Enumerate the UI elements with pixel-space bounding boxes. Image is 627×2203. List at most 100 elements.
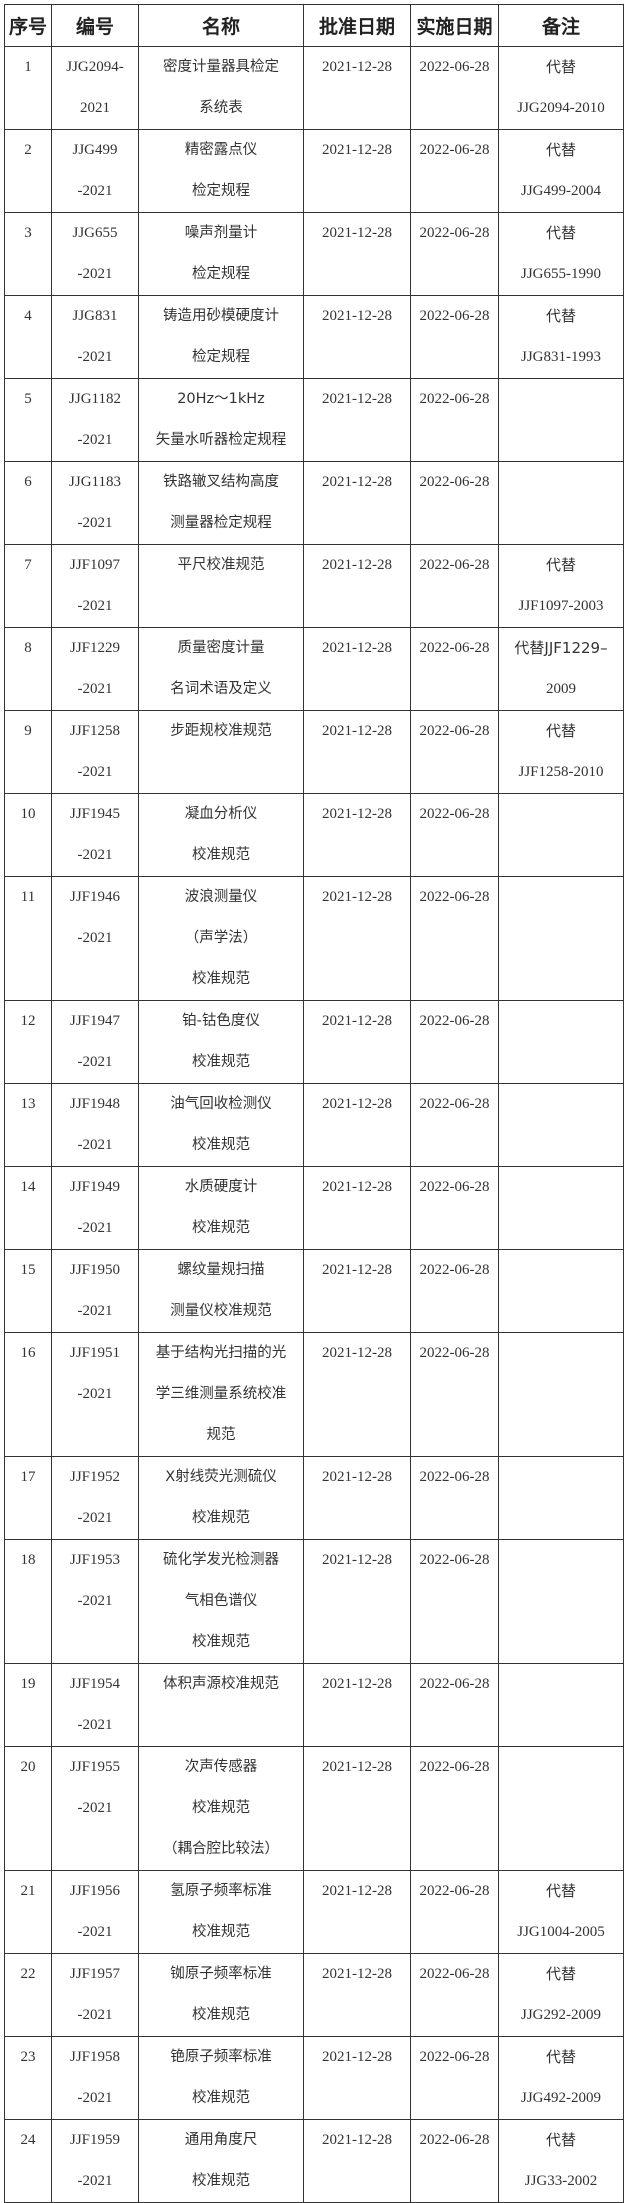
header-code: 编号 — [51, 4, 139, 47]
remarks-cell — [498, 1539, 624, 1664]
remarks-cell: 代替 JJG499-2004 — [498, 129, 624, 213]
code-cell: JJF1954 -2021 — [51, 1663, 139, 1747]
remarks-cell-line: 代替 — [545, 141, 576, 159]
code-cell: JJG655 -2021 — [51, 212, 139, 296]
name-cell-line: 测量仪校准规范 — [170, 1303, 272, 1319]
approve-date-cell-text: 2021-12-28 — [322, 474, 392, 490]
code-cell-line: JJF1949 — [69, 1179, 121, 1195]
remarks-cell: 代替JJF1229– 2009 — [498, 627, 624, 711]
code-cell-line: -2021 — [77, 515, 113, 531]
table-row: 21 JJF1956 -2021 氢原子频率标准 校准规范 2021-12-28 2022-… — [4, 1870, 624, 1954]
seq-cell-text: 10 — [20, 806, 36, 822]
name-cell-line: 检定规程 — [192, 349, 250, 365]
approve-date-cell: 2021-12-28 — [303, 2036, 411, 2120]
name-cell-line: 校准规范 — [192, 2173, 250, 2189]
seq-cell-text: 1 — [24, 59, 32, 75]
code-cell-line: JJF1945 — [69, 806, 121, 822]
approve-date-cell-text: 2021-12-28 — [322, 1469, 392, 1485]
name-cell-line: 校准规范 — [192, 971, 250, 987]
name-cell-line: 波浪测量仪 — [184, 889, 258, 905]
code-cell: JJF1952 -2021 — [51, 1456, 139, 1540]
remarks-cell — [498, 1332, 624, 1457]
code-cell-line: -2021 — [77, 1510, 113, 1526]
seq-cell-text: 21 — [20, 1883, 36, 1899]
remarks-cell: 代替 JJG831-1993 — [498, 295, 624, 379]
effective-date-cell-text: 2022-06-28 — [419, 59, 490, 75]
code-cell: JJG2094- 2021 — [51, 46, 139, 130]
remarks-cell-line: JJG292-2009 — [520, 2007, 601, 2023]
code-cell-line: -2021 — [77, 1593, 113, 1609]
code-cell-line: -2021 — [77, 598, 113, 614]
name-cell-line: 检定规程 — [192, 266, 250, 282]
effective-date-cell-text: 2022-06-28 — [419, 1552, 490, 1568]
effective-date-cell-text: 2022-06-28 — [419, 1469, 490, 1485]
effective-date-cell-text: 2022-06-28 — [419, 225, 490, 241]
seq-cell: 11 — [4, 876, 52, 1001]
table-row: 3 JJG655 -2021 噪声剂量计 检定规程 2021-12-28 2022-06-2… — [4, 212, 624, 296]
approve-date-cell-text: 2021-12-28 — [322, 1676, 392, 1692]
table-row: 9 JJF1258 -2021 步距规校准规范 2021-12-28 2022-06-28… — [4, 710, 624, 794]
name-cell-line: 水质硬度计 — [184, 1179, 258, 1195]
table-row: 1 JJG2094- 2021 密度计量器具检定 系统表 2021-12-28 2022-0… — [4, 46, 624, 130]
standards-table: 序号 编号 名称 批准日期 实施日期 备注 1 JJG2094- 2021 密度计量器具检定 系统… — [4, 4, 624, 2203]
table-row: 14 JJF1949 -2021 水质硬度计 校准规范 2021-12-28 2022-06… — [4, 1166, 624, 1250]
effective-date-cell: 2022-06-28 — [410, 1083, 499, 1167]
approve-date-cell-text: 2021-12-28 — [322, 225, 392, 241]
name-cell-line: 步距规校准规范 — [170, 723, 272, 739]
name-cell-line: 精密露点仪 — [184, 142, 258, 158]
code-cell-line: -2021 — [77, 1800, 113, 1816]
effective-date-cell: 2022-06-28 — [410, 1249, 499, 1333]
approve-date-cell: 2021-12-28 — [303, 544, 411, 628]
approve-date-cell-text: 2021-12-28 — [322, 723, 392, 739]
seq-cell: 14 — [4, 1166, 52, 1250]
header-remarks: 备注 — [498, 4, 624, 47]
remarks-cell — [498, 378, 624, 462]
name-cell-line: 校准规范 — [192, 1054, 250, 1070]
code-cell-line: -2021 — [77, 847, 113, 863]
seq-cell: 24 — [4, 2119, 52, 2203]
code-cell-line: JJF1950 — [69, 1262, 121, 1278]
code-cell-line: JJG499 — [72, 142, 118, 158]
effective-date-cell: 2022-06-28 — [410, 1456, 499, 1540]
table-row: 6 JJG1183 -2021 铁路辙叉结构高度 测量器检定规程 2021-12-28 20… — [4, 461, 624, 545]
code-cell-line: -2021 — [77, 432, 113, 448]
name-cell-line: 校准规范 — [192, 1924, 250, 1940]
table-row: 13 JJF1948 -2021 油气回收检测仪 校准规范 2021-12-28 2022-… — [4, 1083, 624, 1167]
code-cell-line: JJG1182 — [69, 391, 121, 407]
seq-cell: 1 — [4, 46, 52, 130]
approve-date-cell-text: 2021-12-28 — [322, 1966, 392, 1982]
name-cell-line: 矢量水听器检定规程 — [155, 432, 287, 448]
code-cell-line: JJF1947 — [69, 1013, 121, 1029]
name-cell: 水质硬度计 校准规范 — [138, 1166, 304, 1250]
code-cell-line: JJF1097 — [69, 557, 121, 573]
effective-date-cell: 2022-06-28 — [410, 1746, 499, 1871]
code-cell: JJF1950 -2021 — [51, 1249, 139, 1333]
name-cell: 铯原子频率标准 校准规范 — [138, 2036, 304, 2120]
remarks-cell — [498, 1663, 624, 1747]
remarks-cell: 代替 JJG292-2009 — [498, 1953, 624, 2037]
name-cell-line: 密度计量器具检定 — [163, 59, 279, 75]
seq-cell-text: 5 — [24, 391, 32, 407]
remarks-cell-line: 代替JJF1229– — [514, 639, 608, 657]
remarks-cell-line: 代替 — [545, 2131, 576, 2149]
code-cell: JJF1949 -2021 — [51, 1166, 139, 1250]
approve-date-cell: 2021-12-28 — [303, 710, 411, 794]
table-row: 2 JJG499 -2021 精密露点仪 检定规程 2021-12-28 2022-06-2… — [4, 129, 624, 213]
name-cell: 螺纹量规扫描 测量仪校准规范 — [138, 1249, 304, 1333]
name-cell-line: 铁路辙叉结构高度 — [163, 474, 279, 490]
code-cell-line: -2021 — [77, 930, 113, 946]
table-row: 16 JJF1951 -2021 基于结构光扫描的光 学三维测量系统校准 规范 2021-1… — [4, 1332, 624, 1457]
name-cell-line: 规范 — [206, 1427, 236, 1443]
name-cell-line: 校准规范 — [192, 1510, 250, 1526]
seq-cell: 15 — [4, 1249, 52, 1333]
effective-date-cell: 2022-06-28 — [410, 793, 499, 877]
seq-cell-text: 9 — [24, 723, 32, 739]
code-cell-line: -2021 — [77, 1924, 113, 1940]
seq-cell-text: 17 — [20, 1469, 36, 1485]
effective-date-cell-text: 2022-06-28 — [419, 1676, 490, 1692]
seq-cell: 5 — [4, 378, 52, 462]
approve-date-cell: 2021-12-28 — [303, 1663, 411, 1747]
remarks-cell: 代替 JJG2094-2010 — [498, 46, 624, 130]
approve-date-cell: 2021-12-28 — [303, 1249, 411, 1333]
remarks-cell-line: 代替 — [545, 556, 576, 574]
